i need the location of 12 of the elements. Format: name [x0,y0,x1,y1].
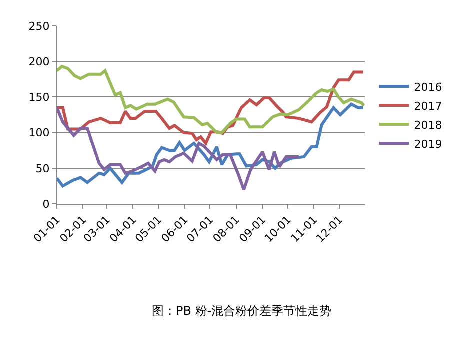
legend-label: 2017 [414,100,442,113]
y-tick-label: 250 [28,20,50,33]
legend-label: 2018 [414,118,442,132]
y-tick-label: 50 [36,162,50,176]
line-series [57,106,300,192]
legend-label: 2019 [414,138,442,151]
y-tick-label: 100 [28,126,50,140]
y-tick-label: 150 [28,91,50,104]
text: 图：PB 粉-混合粉价差季节性走势 [152,304,332,318]
y-tick-label: 0 [42,198,50,211]
y-tick-label: 200 [28,55,50,68]
legend-label: 2016 [414,80,442,94]
